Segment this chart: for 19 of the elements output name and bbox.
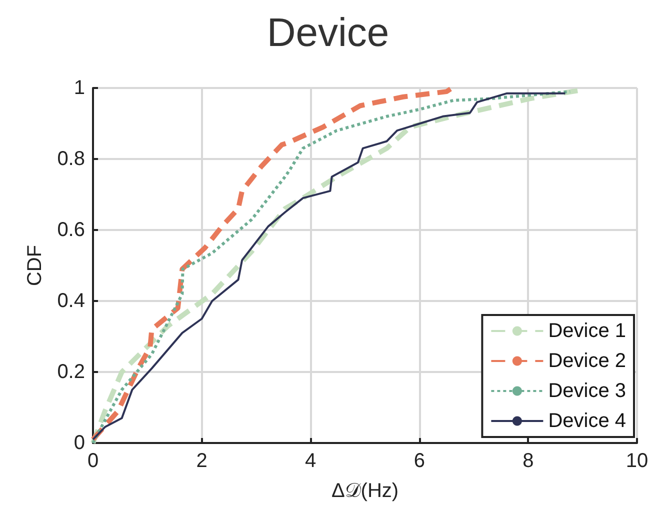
- x-tick-label: 10: [626, 450, 648, 472]
- legend-label: Device 1: [548, 320, 626, 342]
- x-tick-label: 0: [87, 450, 99, 472]
- y-tick-label: 0.4: [57, 290, 85, 312]
- y-axis-title: CDF: [24, 244, 46, 286]
- y-tick-label: 0.6: [57, 219, 85, 241]
- legend-label: Device 2: [548, 350, 626, 372]
- x-tick-label: 2: [196, 450, 208, 472]
- y-tick-label: 1: [74, 77, 85, 99]
- legend-label: Device 4: [548, 410, 626, 432]
- y-tick-label: 0.2: [57, 361, 85, 383]
- chart-title: Device: [266, 11, 390, 55]
- y-tick-label: 0.8: [57, 148, 85, 170]
- y-tick-label: 0: [74, 432, 85, 454]
- legend-label: Device 3: [548, 380, 626, 402]
- x-tick-label: 8: [522, 450, 534, 472]
- x-tick-label: 6: [414, 450, 425, 472]
- x-axis-title: Δ𝒟(Hz): [331, 480, 399, 502]
- x-tick-label: 4: [305, 450, 316, 472]
